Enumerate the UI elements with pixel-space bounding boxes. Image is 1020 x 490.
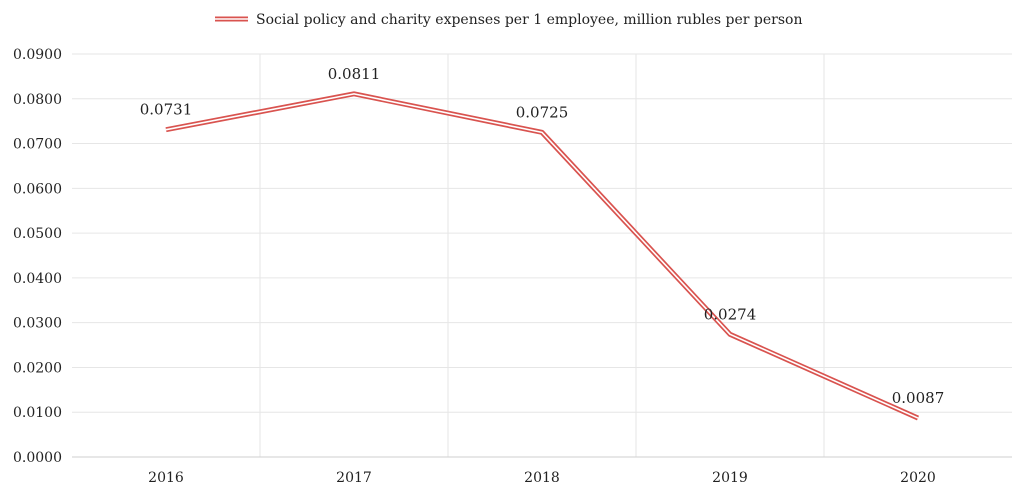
y-tick-label: 0.0800 [13,92,62,108]
y-tick-label: 0.0600 [13,181,62,197]
y-tick-label: 0.0700 [13,137,62,153]
legend: Social policy and charity expenses per 1… [215,12,803,28]
gridlines [72,53,1012,457]
series-line [165,91,920,421]
y-tick-label: 0.0300 [13,316,62,332]
data-label: 0.0274 [704,305,757,323]
x-tick-label: 2020 [900,470,936,486]
x-tick-label: 2018 [524,470,560,486]
x-tick-label: 2019 [712,470,748,486]
x-tick-label: 2017 [336,470,372,486]
x-tick-label: 2016 [148,470,184,486]
y-tick-label: 0.0100 [13,405,62,421]
y-tick-label: 0.0000 [13,450,62,466]
series-line-outer [165,91,920,421]
x-axis-ticks: 2016 2017 2018 2019 2020 [148,470,936,486]
data-label: 0.0725 [516,103,569,121]
y-tick-label: 0.0500 [13,226,62,242]
y-tick-label: 0.0400 [13,271,62,287]
y-tick-label: 0.0200 [13,360,62,376]
data-label: 0.0087 [892,389,945,407]
y-axis-ticks: 0.0000 0.0100 0.0200 0.0300 0.0400 0.0500 0.06… [13,47,62,466]
legend-label: Social policy and charity expenses per 1… [256,12,803,28]
data-labels: 0.0731 0.0811 0.0725 0.0274 0.0087 [140,65,945,407]
series-line-inner [165,93,919,419]
data-label: 0.0731 [140,101,193,119]
data-label: 0.0811 [328,65,381,83]
y-tick-label: 0.0900 [13,47,62,63]
